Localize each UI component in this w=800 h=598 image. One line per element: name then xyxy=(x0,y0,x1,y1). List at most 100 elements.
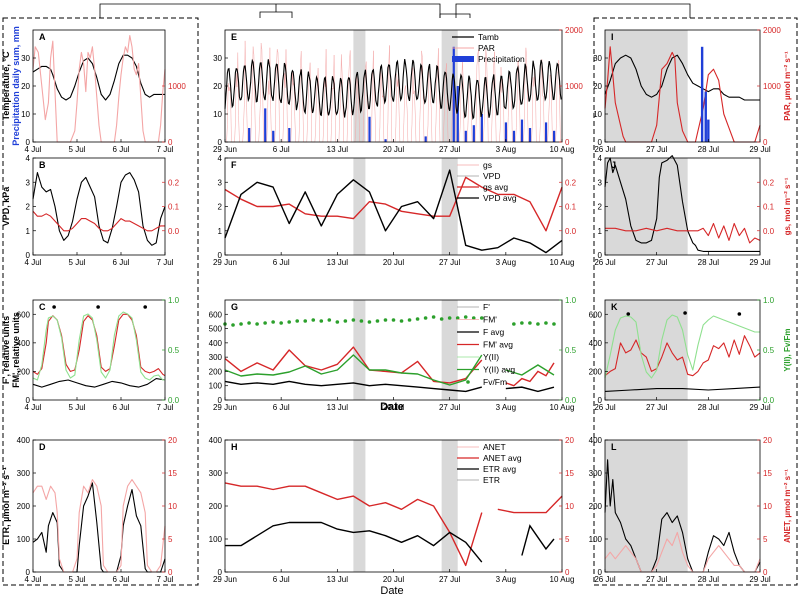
xtick-label: 6 Jul xyxy=(273,575,290,584)
xtick-label: 10 Aug xyxy=(550,575,575,584)
ylabel-right: PAR, µmol m⁻² s⁻¹ xyxy=(783,51,792,121)
ylabel-left: Temperature, °C xyxy=(1,51,11,120)
ytick-right-label: 0.1 xyxy=(565,203,577,212)
panel-B: 0 1 2 3 4 0.0 0.1 0.2 4 Jul 5 Jul 6 Jul 7 Jul B VPD, … xyxy=(1,154,180,267)
ytick-left-label: 0 xyxy=(218,138,223,147)
precipitation-bar xyxy=(464,130,467,142)
ytick-right-label: 0 xyxy=(168,568,173,577)
ytick-left-label: 0 xyxy=(598,251,603,260)
ytick-right-label: 1.0 xyxy=(565,296,577,305)
f_avg-line xyxy=(224,380,482,393)
ytick-left-label: 0 xyxy=(26,251,31,260)
ytick-right-label: 5 xyxy=(565,535,570,544)
legend-label: Fv/Fm xyxy=(483,377,507,387)
panel-F: 0 1 2 3 4 0.0 0.1 0.2 29 Jun 6 Jul 13 Jul 20 Jul 27 … xyxy=(213,154,577,267)
fvfm-point xyxy=(143,305,147,309)
ytick-right-label: 15 xyxy=(763,469,772,478)
precipitation-bar xyxy=(288,128,291,142)
fvfm-point xyxy=(415,317,420,321)
xtick-label: 27 Jul xyxy=(439,145,461,154)
fvfm-point xyxy=(552,322,556,326)
precipitation-bar xyxy=(480,114,483,142)
ytick-right-label: 0 xyxy=(763,138,768,147)
ytick-right-label: 20 xyxy=(565,436,574,445)
fvfm-point xyxy=(391,318,396,322)
fvfm-point xyxy=(52,305,56,309)
panel-L: 0 100 200 300 400 0 5 10 15 20 26 Jul 27 Jul 28 Jul 2… xyxy=(589,436,792,584)
fvfm-point xyxy=(96,305,100,309)
ylabel-right: gs, mol m⁻² s⁻¹ xyxy=(783,177,792,235)
ytick-left-label: 30 xyxy=(21,54,30,63)
ytick-left-label: 200 xyxy=(17,502,31,511)
ytick-right-label: 0.0 xyxy=(168,227,180,236)
panel-J: 0 1 2 3 4 0.0 0.1 0.2 26 Jul 27 Jul 28 Jul 29 Jul Jg… xyxy=(594,154,792,267)
xtick-label: 27 Jul xyxy=(646,145,668,154)
xtick-label: 29 Jul xyxy=(749,575,771,584)
ytick-right-label: 0.5 xyxy=(565,346,577,355)
xtick-label: 26 Jul xyxy=(594,258,616,267)
xtick-label: 27 Jul xyxy=(646,258,668,267)
fvfm-point xyxy=(463,315,468,319)
xtick-label: 10 Aug xyxy=(550,258,575,267)
xtick-label: 20 Jul xyxy=(383,575,405,584)
ytick-right-label: 0.0 xyxy=(763,396,775,405)
ytick-left-label: 20 xyxy=(21,82,30,91)
ytick-left-label: 1 xyxy=(26,227,31,236)
ytick-right-label: 0.0 xyxy=(565,396,577,405)
shaded-region xyxy=(353,158,366,255)
ytick-left-label: 0 xyxy=(218,251,223,260)
xtick-label: 10 Aug xyxy=(550,145,575,154)
legend-label: FM' xyxy=(483,315,497,325)
panel-D: 0 100 200 300 400 0 5 10 15 20 4 Jul 5 Jul 6 Jul 7 Ju… xyxy=(1,436,177,584)
panel-letter: J xyxy=(611,160,616,170)
fvfm-point xyxy=(544,321,548,325)
panel-A: 0 10 20 30 0 1000 4 Jul 5 Jul 6 Jul 7 Jul A Tempera… xyxy=(1,26,186,154)
gs_avg-line xyxy=(224,176,563,232)
bracket-right xyxy=(455,3,691,18)
fvfm-point xyxy=(471,316,476,320)
ytick-left-label: 600 xyxy=(17,310,31,319)
fvfm-point xyxy=(311,318,316,322)
par-line xyxy=(604,46,761,143)
panel-K: 0 200 400 600 0.0 0.5 1.0 26 Jul 27 Jul 28 Jul 29 … xyxy=(589,296,792,412)
ytick-right-label: 0.2 xyxy=(763,178,775,187)
ytick-left-label: 20 xyxy=(213,82,222,91)
vpd-line xyxy=(32,172,166,246)
ytick-left-label: 100 xyxy=(209,382,223,391)
precipitation-bar xyxy=(552,130,556,142)
xtick-label: 27 Jul xyxy=(646,403,668,412)
ytick-left-label: 600 xyxy=(209,310,223,319)
ytick-left-label: 3 xyxy=(598,178,603,187)
yii-line xyxy=(604,314,760,379)
xtick-label: 29 Jul xyxy=(749,145,771,154)
ylabel-right: Y(II), Fv/Fm xyxy=(783,328,792,371)
xtick-label: 26 Jul xyxy=(594,575,616,584)
xtick-label: 20 Jul xyxy=(383,258,405,267)
ylabel-left: ETR, µmol m⁻² s⁻¹ xyxy=(1,467,11,545)
shaded-region xyxy=(605,300,688,400)
ytick-right-label: 10 xyxy=(565,502,574,511)
precipitation-bar xyxy=(452,46,455,142)
xtick-label: 6 Jul xyxy=(273,403,290,412)
precipitation-bar xyxy=(272,130,275,142)
legend-label: PAR xyxy=(478,43,495,53)
legend-label: F avg xyxy=(483,327,505,337)
precipitation-bar xyxy=(264,108,267,142)
etr-line xyxy=(32,482,166,573)
ytick-right-label: 1000 xyxy=(763,82,781,91)
xtick-label: 28 Jul xyxy=(698,258,720,267)
panel-letter: A xyxy=(39,32,46,42)
xtick-label: 13 Jul xyxy=(327,145,349,154)
xtick-label: 5 Jul xyxy=(69,145,86,154)
etr-line xyxy=(604,459,761,573)
ytick-right-label: 0.0 xyxy=(763,227,775,236)
precipitation-bar xyxy=(504,122,508,142)
ytick-right-label: 0.2 xyxy=(565,178,577,187)
ytick-left-label: 0 xyxy=(26,396,31,405)
vpd-line xyxy=(604,155,760,252)
ytick-right-label: 10 xyxy=(168,502,177,511)
ytick-left-label: 1 xyxy=(598,227,603,236)
ylabel-right: ANET, µmol m⁻² s⁻¹ xyxy=(783,469,792,543)
ytick-right-label: 20 xyxy=(763,436,772,445)
legend: F' FM' F avg FM' avg Y(II) Y(II) avg Fv/Fm xyxy=(457,302,515,387)
